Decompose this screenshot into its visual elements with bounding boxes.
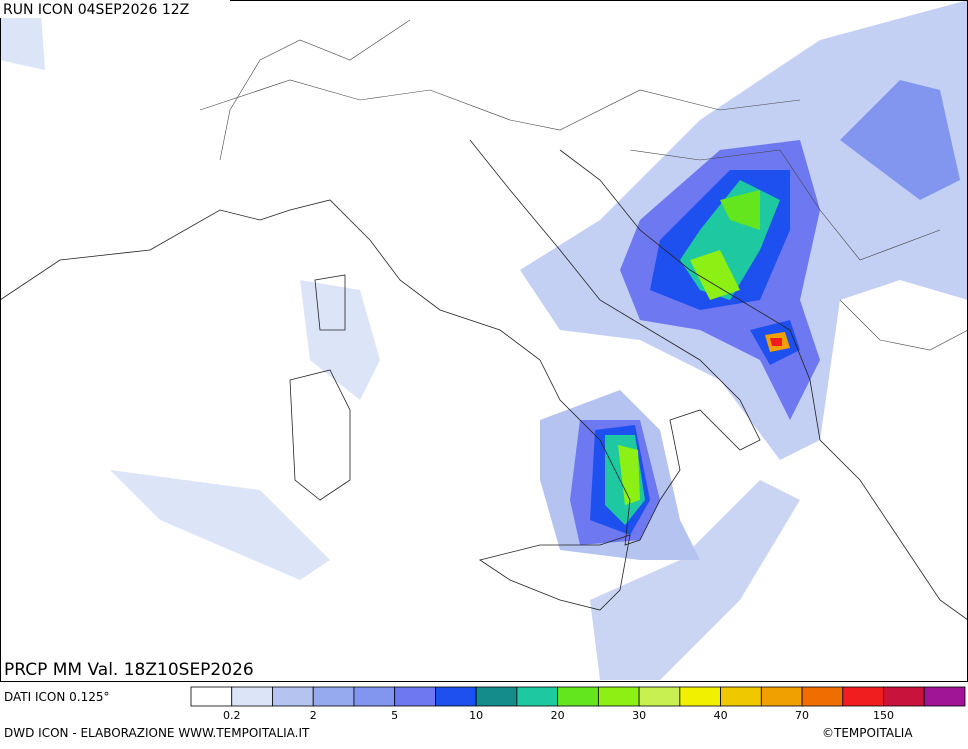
- legend-label: 0.2: [223, 709, 241, 722]
- legend-swatch: [720, 686, 762, 707]
- legend-swatch: [638, 686, 681, 707]
- legend-swatch: [435, 686, 477, 707]
- legend-label: 70: [795, 709, 809, 722]
- legend-swatch: [231, 686, 273, 707]
- legend-swatch: [516, 686, 559, 707]
- legend-label: 2: [310, 709, 317, 722]
- precipitation-field: [0, 0, 968, 680]
- legend-label: 40: [714, 709, 728, 722]
- legend-swatch: [394, 686, 436, 707]
- credit-label: DWD ICON - ELABORAZIONE WWW.TEMPOITALIA.…: [4, 726, 310, 740]
- legend-swatch: [923, 686, 966, 707]
- legend-swatch: [597, 686, 640, 707]
- legend-swatch: [475, 686, 518, 707]
- brand-label: ©TEMPOITALIA: [822, 726, 913, 740]
- validity-label: PRCP MM Val. 18Z10SEP2026: [4, 660, 254, 680]
- legend-swatch: [557, 686, 599, 707]
- header-box: [0, 0, 230, 18]
- legend-label: 10: [469, 709, 483, 722]
- legend-swatch: [353, 686, 396, 707]
- legend-swatch: [760, 686, 803, 707]
- source-label: DATI ICON 0.125°: [4, 690, 110, 704]
- legend-swatch: [842, 686, 884, 707]
- legend-swatch: [883, 686, 925, 707]
- legend-label: 150: [873, 709, 894, 722]
- borders: [199, 19, 968, 351]
- legend-swatch: [679, 686, 721, 707]
- legend-swatch: [312, 686, 355, 707]
- legend-label: 5: [391, 709, 398, 722]
- legend-label: 20: [551, 709, 565, 722]
- run-label: RUN ICON 04SEP2026 12Z: [3, 2, 189, 18]
- legend-swatch: [801, 686, 844, 707]
- legend-swatch: [190, 686, 233, 707]
- coastlines: [0, 139, 968, 621]
- legend-label: 30: [632, 709, 646, 722]
- legend-swatch: [272, 686, 314, 707]
- legend: 0.2 2 5 10 20 30 40 70 150: [190, 686, 966, 722]
